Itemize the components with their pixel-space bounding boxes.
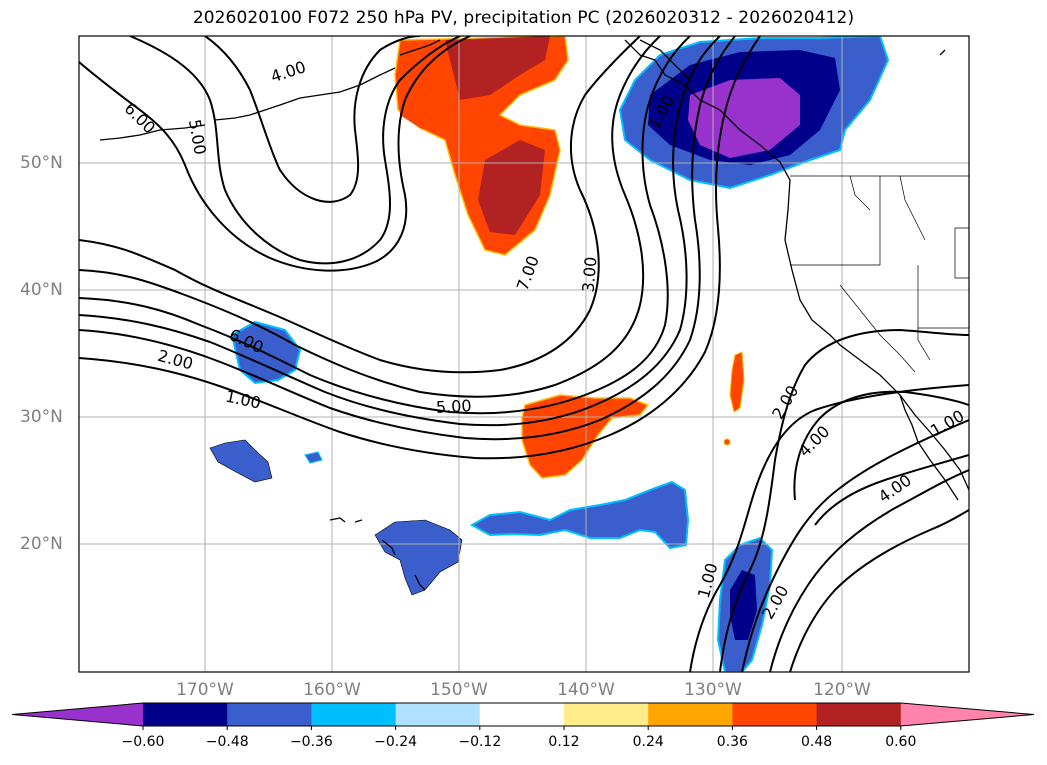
lat-label: 20°N <box>20 534 63 554</box>
contour-label: 3.00 <box>579 256 601 293</box>
lon-label: 150°W <box>430 680 488 700</box>
colorbar-tick-label: −0.36 <box>289 734 333 750</box>
colorbar-tick-label: 0.12 <box>548 734 580 750</box>
pv-contours <box>79 36 969 672</box>
colorbar-tick-label: 0.24 <box>632 734 664 750</box>
lat-label: 50°N <box>20 153 63 173</box>
colorbar-swatch <box>816 703 902 726</box>
map-title: 2026020100 F072 250 hPa PV, precipitatio… <box>192 8 855 28</box>
colorbar-tick-label: −0.12 <box>458 734 502 750</box>
lon-label: 120°W <box>813 680 871 700</box>
colorbar-tick-label: −0.24 <box>374 734 418 750</box>
colorbar-tick-label: 0.36 <box>716 734 748 750</box>
colorbar <box>11 702 1035 730</box>
colorbar-swatch <box>648 703 733 726</box>
colorbar-swatch <box>227 703 312 726</box>
colorbar-extend-max <box>900 703 1034 726</box>
colorbar-tick-label: 0.60 <box>885 734 917 750</box>
precip-positive-anomaly <box>394 36 745 479</box>
colorbar-swatch <box>564 703 649 726</box>
lat-lon-grid <box>79 36 969 672</box>
state-borders <box>790 175 969 373</box>
colorbar-tick-label: −0.60 <box>121 734 165 750</box>
map-panel: 4.00 6.00 5.00 7.00 3.00 1.00 6.00 2.00 … <box>79 36 969 672</box>
colorbar-tick-label: 0.48 <box>801 734 833 750</box>
lon-label: 160°W <box>303 680 361 700</box>
colorbar-swatch <box>479 703 565 726</box>
contour-label: 5.00 <box>435 396 472 417</box>
colorbar-swatch <box>311 703 397 726</box>
lat-label: 40°N <box>20 280 63 300</box>
lat-label: 30°N <box>20 407 63 427</box>
lon-label: 170°W <box>176 680 234 700</box>
map-frame <box>78 35 970 673</box>
colorbar-extend-min <box>12 703 143 726</box>
colorbar-swatch <box>732 703 818 726</box>
colorbar-swatch <box>395 703 481 726</box>
colorbar-swatch <box>143 703 228 726</box>
colorbar-tick-label: −0.48 <box>205 734 249 750</box>
lon-label: 140°W <box>557 680 615 700</box>
lon-label: 130°W <box>684 680 742 700</box>
